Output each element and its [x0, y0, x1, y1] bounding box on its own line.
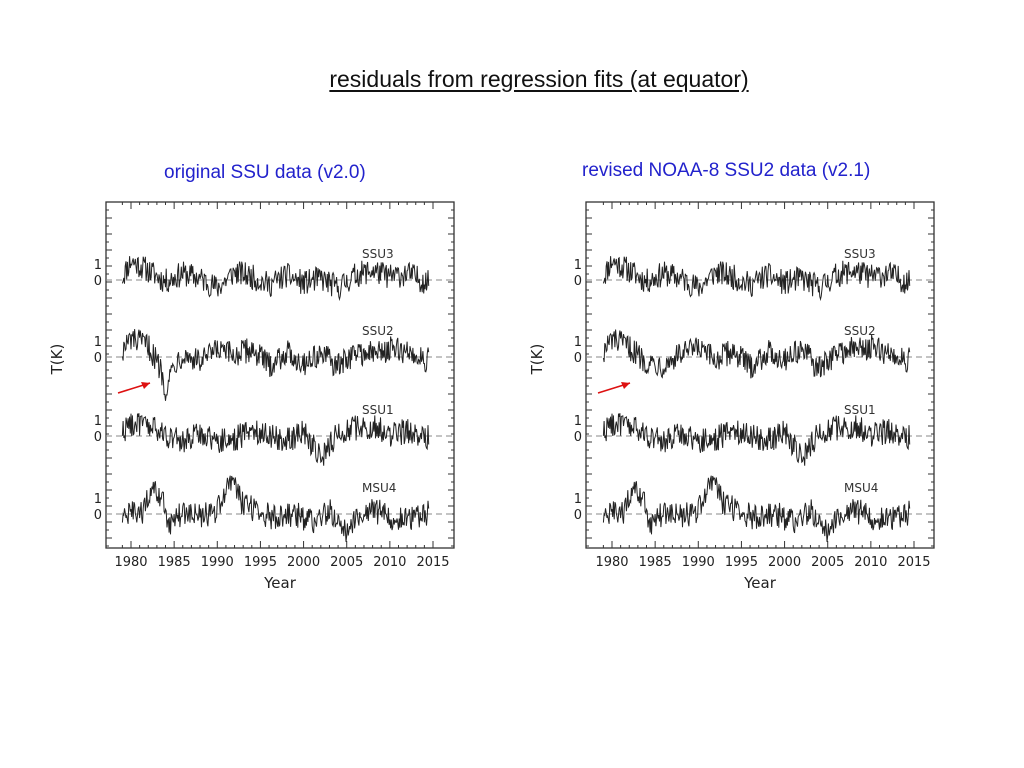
y-tick-label: 0 — [574, 274, 582, 289]
series-line-msu4 — [602, 475, 911, 542]
series-line-ssu1 — [602, 413, 911, 466]
y-tick-label: 1 — [574, 414, 582, 429]
series-line-ssu3 — [602, 256, 911, 302]
y-tick-label: 1 — [94, 258, 102, 273]
series-label-msu4: MSU4 — [362, 481, 396, 495]
x-tick-label: 2005 — [811, 555, 844, 570]
x-axis-title: Year — [743, 574, 777, 592]
annotation-arrow-head — [141, 382, 150, 389]
series-label-ssu3: SSU3 — [844, 247, 876, 261]
y-axis-title: T(K) — [528, 344, 546, 376]
annotation-arrow-head — [621, 382, 630, 389]
y-tick-label: 0 — [94, 351, 102, 366]
series-label-ssu1: SSU1 — [844, 403, 876, 417]
y-tick-label: 1 — [574, 335, 582, 350]
x-tick-label: 2000 — [287, 555, 320, 570]
y-tick-label: 1 — [574, 492, 582, 507]
series-label-msu4: MSU4 — [844, 481, 878, 495]
y-tick-label: 1 — [94, 492, 102, 507]
panel-title-left: original SSU data (v2.0) — [164, 162, 366, 183]
x-tick-label: 1990 — [682, 555, 715, 570]
y-tick-label: 0 — [94, 430, 102, 445]
x-tick-label: 2005 — [330, 555, 363, 570]
x-tick-label: 2015 — [416, 555, 449, 570]
series-line-ssu2 — [602, 329, 911, 379]
x-tick-label: 2010 — [373, 555, 406, 570]
slide-title: residuals from regression fits (at equat… — [0, 66, 1024, 93]
series-label-ssu3: SSU3 — [362, 247, 394, 261]
x-tick-label: 2010 — [854, 555, 887, 570]
x-tick-label: 1990 — [201, 555, 234, 570]
series-label-ssu1: SSU1 — [362, 403, 394, 417]
x-tick-label: 2000 — [768, 555, 801, 570]
y-axis-title: T(K) — [48, 344, 66, 376]
x-tick-label: 1995 — [244, 555, 277, 570]
series-label-ssu2: SSU2 — [362, 324, 394, 338]
plot-frame — [585, 201, 935, 549]
x-tick-label: 1995 — [725, 555, 758, 570]
x-tick-label: 1985 — [639, 555, 672, 570]
x-axis-title: Year — [263, 574, 297, 592]
y-tick-label: 0 — [574, 351, 582, 366]
y-tick-label: 0 — [94, 274, 102, 289]
series-line-msu4 — [121, 475, 430, 542]
y-tick-label: 0 — [94, 508, 102, 523]
panel-title-right: revised NOAA-8 SSU2 data (v2.1) — [582, 160, 871, 181]
y-tick-label: 1 — [574, 258, 582, 273]
series-label-ssu2: SSU2 — [844, 324, 876, 338]
y-tick-label: 0 — [574, 430, 582, 445]
x-tick-label: 1980 — [595, 555, 628, 570]
y-tick-label: 1 — [94, 414, 102, 429]
y-tick-label: 0 — [574, 508, 582, 523]
series-line-ssu2 — [121, 329, 430, 401]
x-tick-label: 2015 — [897, 555, 930, 570]
series-line-ssu3 — [121, 256, 430, 302]
y-tick-label: 1 — [94, 335, 102, 350]
slide-title-text: residuals from regression fits (at equat… — [329, 66, 749, 92]
x-tick-label: 1985 — [158, 555, 191, 570]
plot-frame — [105, 201, 455, 549]
series-line-ssu1 — [121, 413, 430, 466]
x-tick-label: 1980 — [114, 555, 147, 570]
